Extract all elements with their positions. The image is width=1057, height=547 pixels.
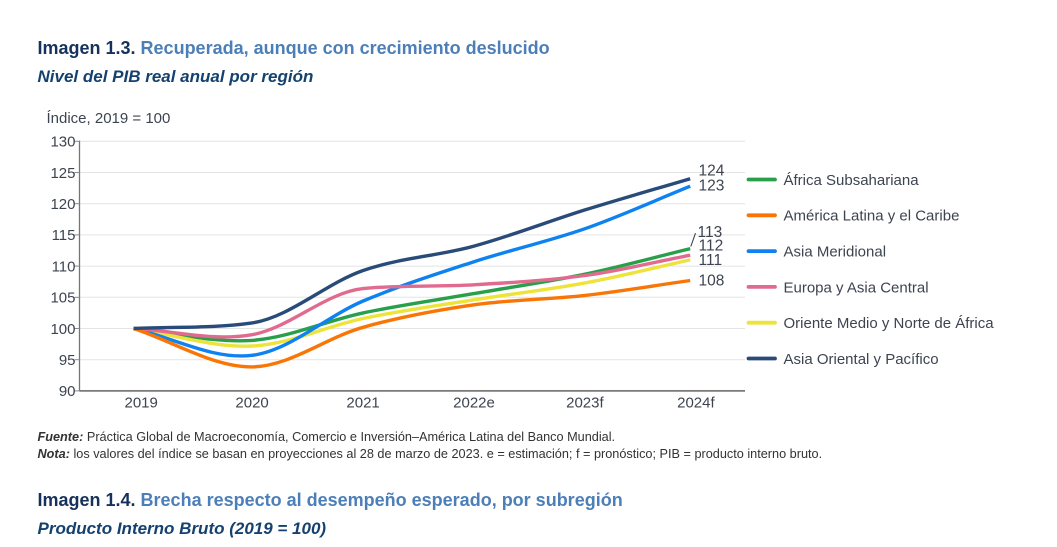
svg-text:130: 130: [50, 134, 75, 151]
svg-text:Europa y Asia Central: Europa y Asia Central: [784, 279, 929, 296]
svg-text:Asia Meridional: Asia Meridional: [784, 244, 887, 261]
svg-text:2024f: 2024f: [677, 395, 715, 412]
svg-text:115: 115: [52, 227, 76, 244]
svg-text:125: 125: [50, 165, 75, 182]
svg-text:África Subsahariana: África Subsahariana: [784, 172, 920, 189]
svg-text:110: 110: [52, 258, 76, 275]
svg-text:100: 100: [50, 321, 75, 338]
svg-text:Oriente Medio y Norte de Áfric: Oriente Medio y Norte de África: [784, 315, 995, 332]
svg-text:2022e: 2022e: [453, 395, 495, 412]
svg-text:90: 90: [59, 383, 76, 400]
svg-text:2020: 2020: [235, 395, 268, 412]
svg-text:111: 111: [699, 252, 723, 269]
svg-text:Índice, 2019 = 100: Índice, 2019 = 100: [47, 110, 171, 127]
svg-text:Asia Oriental y Pacífico: Asia Oriental y Pacífico: [784, 351, 939, 368]
svg-text:2023f: 2023f: [566, 395, 604, 412]
svg-text:124: 124: [699, 163, 725, 180]
svg-text:105: 105: [50, 290, 75, 307]
svg-text:123: 123: [699, 178, 725, 195]
svg-text:120: 120: [50, 196, 75, 213]
svg-text:2021: 2021: [346, 395, 379, 412]
svg-text:108: 108: [699, 273, 725, 290]
svg-text:2019: 2019: [125, 395, 158, 412]
svg-text:95: 95: [59, 352, 76, 369]
svg-text:América Latina y el Caribe: América Latina y el Caribe: [784, 208, 960, 225]
svg-text:112: 112: [699, 237, 724, 254]
svg-text:113: 113: [698, 224, 723, 241]
